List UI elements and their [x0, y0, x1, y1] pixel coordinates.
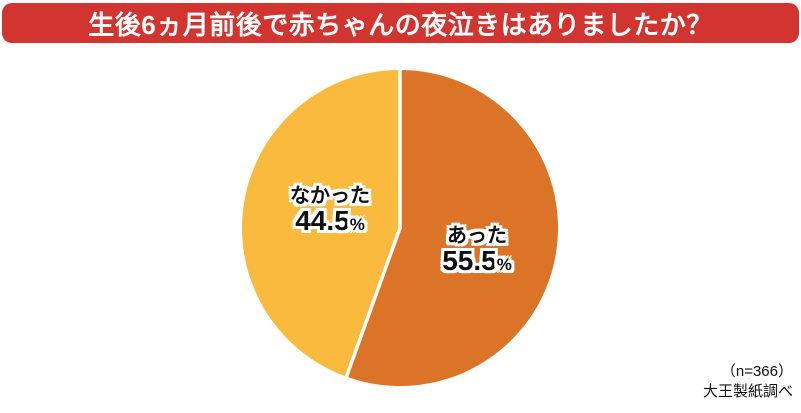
pie-slice-0: [346, 70, 558, 386]
slice-label-nakatta: なかった 44.5%: [240, 185, 420, 239]
percent-sign: %: [349, 215, 365, 234]
slice-value: 44.5%: [240, 207, 420, 239]
slice-value: 55.5%: [387, 247, 567, 279]
slice-divider-1: [344, 226, 402, 379]
pie-slice-1: [241, 70, 400, 377]
pie-chart: [237, 65, 563, 391]
source-credit: 大王製紙調べ: [702, 383, 793, 400]
slice-name: あった: [447, 225, 507, 247]
slice-percent-number: 55.5: [442, 245, 497, 276]
footnote: （n=366） 大王製紙調べ: [703, 362, 793, 402]
title-banner: 生後6ヵ月前後で赤ちゃんの夜泣きはありましたか？: [2, 3, 799, 43]
sample-size: （n=366）: [720, 363, 793, 380]
percent-sign: %: [496, 255, 512, 274]
slice-percent-number: 44.5: [295, 205, 350, 236]
pie-chart-svg: [241, 68, 558, 386]
slice-name: なかった: [290, 185, 370, 207]
slice-label-atta: あった 55.5%: [387, 225, 567, 279]
chart-title: 生後6ヵ月前後で赤ちゃんの夜泣きはありましたか？: [88, 9, 713, 40]
